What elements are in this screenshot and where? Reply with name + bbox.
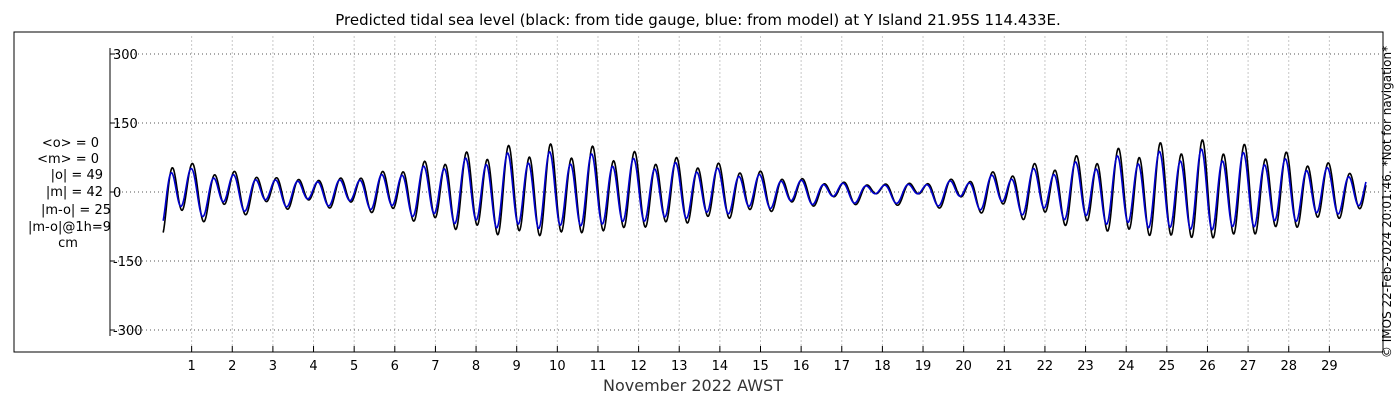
x-tick-label: 17 [833, 359, 850, 374]
plot-frame [13, 31, 1384, 353]
y-tick-label: -150 [113, 255, 143, 270]
stat-unit: cm [58, 236, 78, 251]
x-tick-label: 8 [472, 359, 480, 374]
x-tick-label: 3 [269, 359, 277, 374]
x-tick-label: 13 [671, 359, 688, 374]
x-tick-label: 14 [712, 359, 729, 374]
series-layer [162, 139, 1367, 239]
x-tick-label: 12 [630, 359, 647, 374]
x-tick-label: 1 [187, 359, 195, 374]
stat-abs-observed: |o| = 49 [51, 168, 103, 183]
stat-mean-model: <m> = 0 [37, 152, 99, 167]
x-ticks: 1 2 3 4 5 6 7 8 9 10 11 12 13 14 15 16 17 18 19 20 21 22 23 24 2… [187, 346, 1338, 374]
x-tick-label: 23 [1077, 359, 1094, 374]
stat-abs-diff: |m-o| = 25 [41, 203, 111, 218]
x-tick-label: 20 [955, 359, 972, 374]
x-tick-label: 28 [1280, 359, 1297, 374]
x-tick-label: 18 [874, 359, 891, 374]
series-line-model [162, 148, 1367, 231]
x-tick-label: 16 [793, 359, 810, 374]
y-tick-label: 150 [113, 117, 138, 132]
y-tick-label: -300 [113, 324, 143, 339]
x-tick-label: 15 [752, 359, 769, 374]
x-tick-label: 10 [549, 359, 566, 374]
x-tick-label: 19 [915, 359, 932, 374]
y-tick-label: 300 [113, 48, 138, 63]
x-tick-label: 21 [996, 359, 1013, 374]
credit-text: © IMOS 22-Feb-2024 20:01:46. *Not for na… [1380, 46, 1394, 358]
stat-abs-model: |m| = 42 [46, 185, 103, 200]
x-tick-label: 7 [431, 359, 439, 374]
x-tick-label: 11 [590, 359, 607, 374]
x-tick-label: 5 [350, 359, 358, 374]
x-tick-label: 29 [1321, 359, 1338, 374]
x-axis-label: November 2022 AWST [603, 376, 783, 395]
x-tick-label: 6 [391, 359, 399, 374]
chart-title: Predicted tidal sea level (black: from t… [335, 11, 1060, 29]
stat-abs-diff-1h: |m-o|@1h=9 [28, 220, 111, 235]
y-tick-label: 0 [113, 186, 121, 201]
stat-mean-observed: <o> = 0 [42, 136, 99, 151]
y-ticks: 300 150 0 -150 -300 [110, 48, 143, 339]
x-tick-label: 2 [228, 359, 236, 374]
x-tick-label: 24 [1118, 359, 1135, 374]
x-tick-label: 27 [1240, 359, 1257, 374]
x-tick-label: 4 [309, 359, 317, 374]
x-tick-label: 9 [513, 359, 521, 374]
x-tick-label: 22 [1037, 359, 1054, 374]
stats-box: <o> = 0 <m> = 0 |o| = 49 |m| = 42 |m-o| … [28, 136, 111, 251]
series-line-tide-gauge [162, 139, 1367, 239]
x-tick-label: 26 [1199, 359, 1216, 374]
x-tick-label: 25 [1159, 359, 1176, 374]
